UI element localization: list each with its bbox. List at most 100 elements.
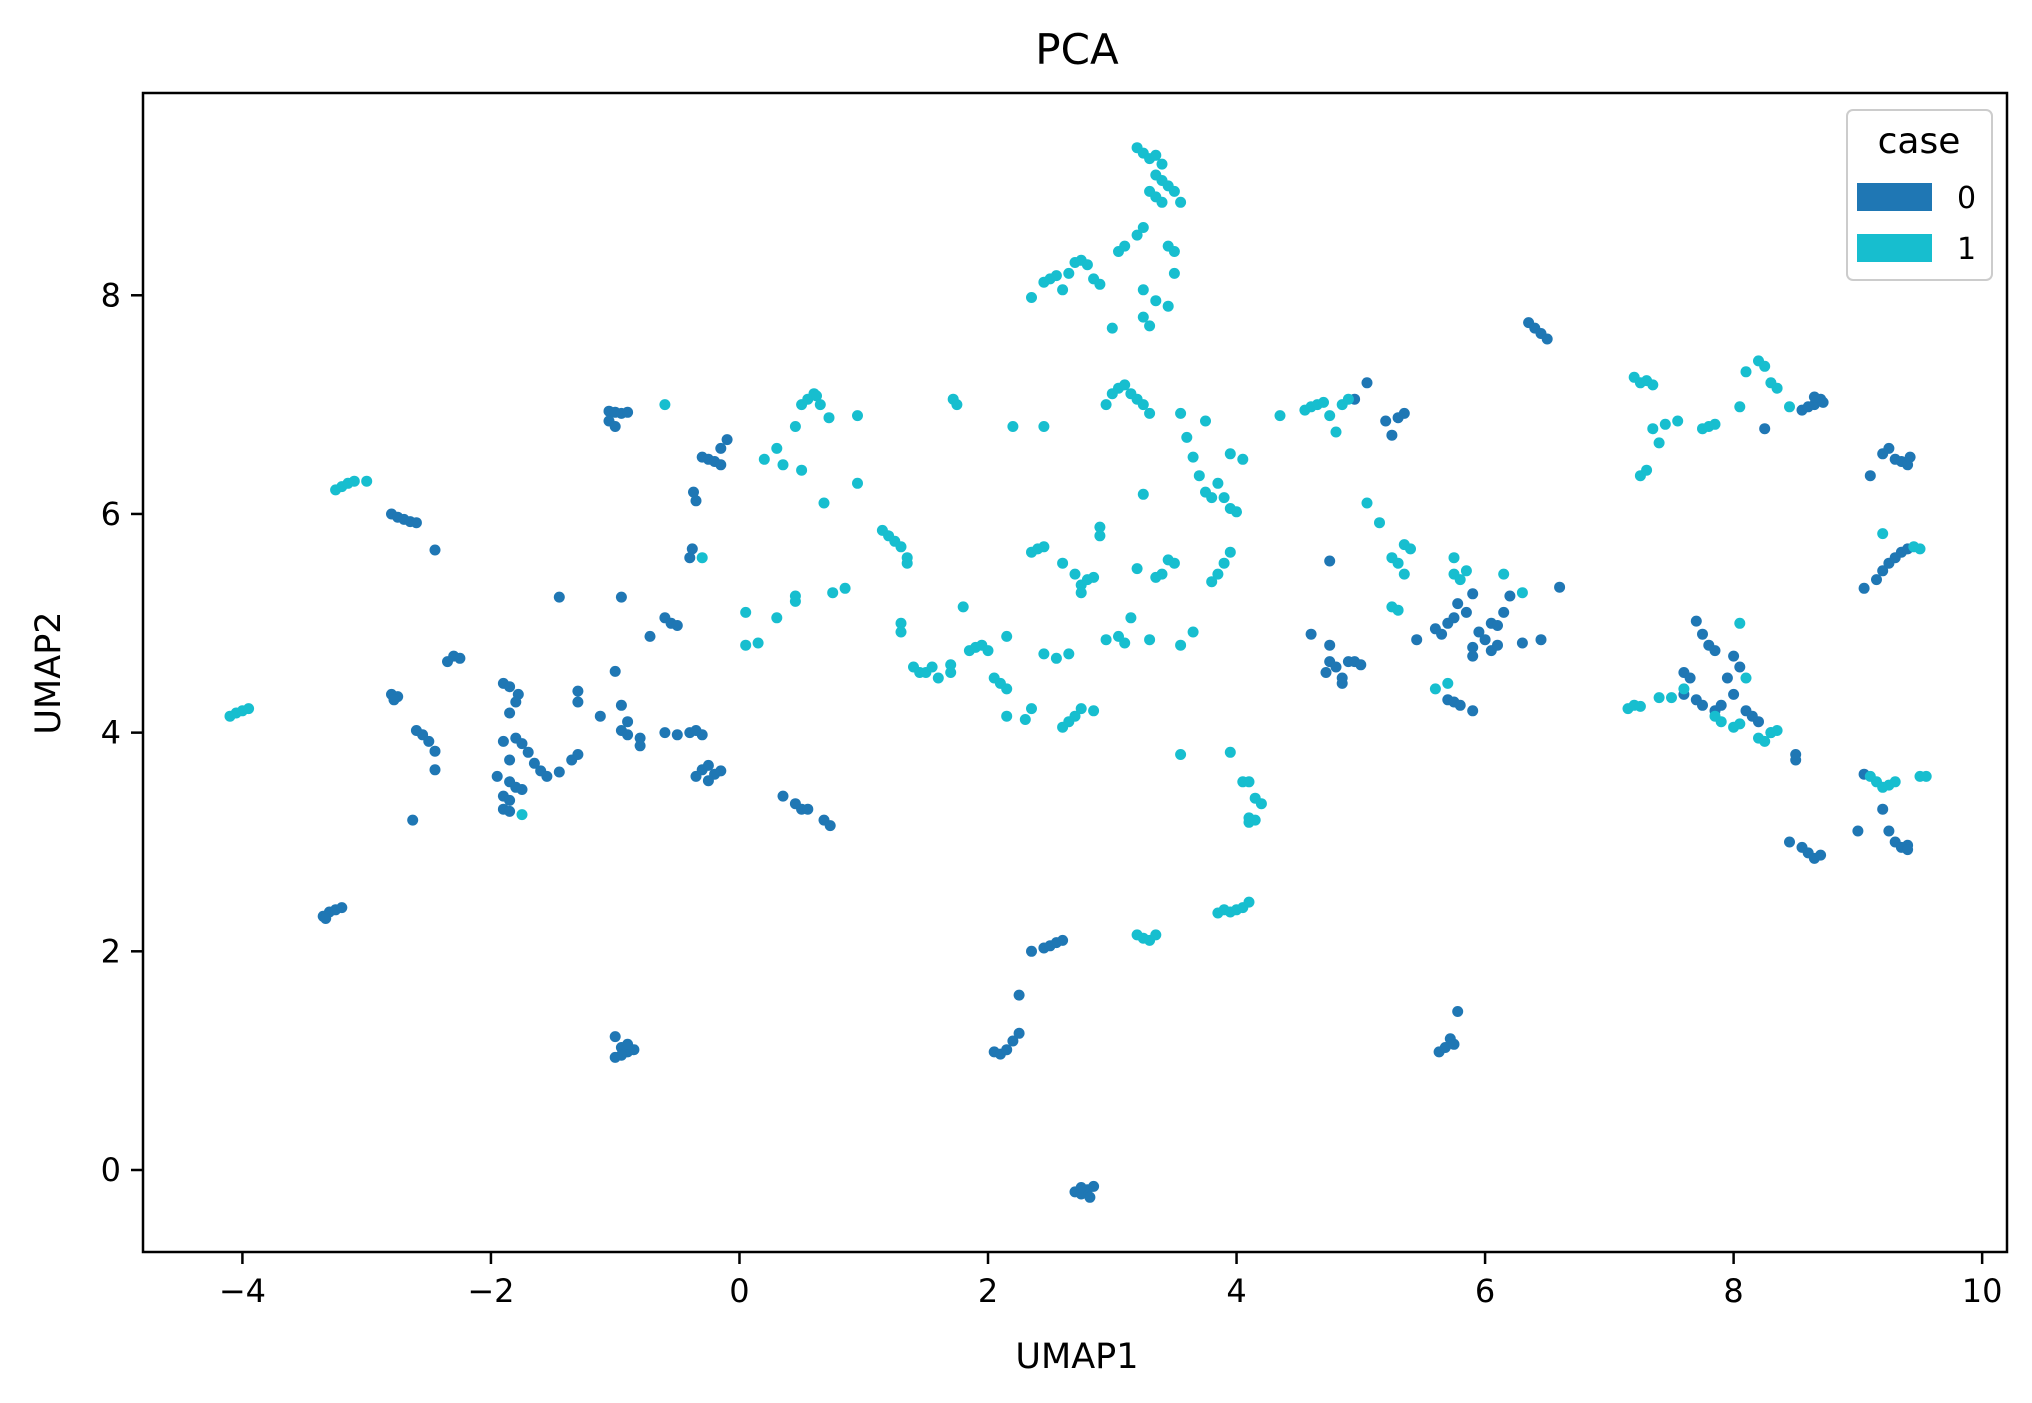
x-tick-label: 10 [1962,1272,2003,1310]
point-series-1-129 [1137,222,1149,233]
point-series-0-56 [634,732,646,744]
point-series-0-163 [1492,639,1503,651]
point-series-1-9 [516,809,528,821]
point-series-0-78 [715,765,727,777]
point-series-1-31 [839,582,851,594]
point-series-1-158 [1144,407,1156,419]
point-series-0-13 [388,694,400,706]
point-series-0-207 [1883,825,1895,837]
point-series-0-203 [1759,423,1771,435]
point-series-1-118 [1057,284,1069,296]
point-series-0-169 [1454,699,1466,711]
point-series-0-152 [1460,606,1472,618]
point-series-1-138 [1150,149,1162,161]
point-series-1-20 [789,590,801,602]
point-series-1-84 [1100,634,1112,646]
point-series-0-121 [1439,1042,1451,1053]
x-tick-label: 0 [729,1272,749,1310]
point-series-1-63 [1026,703,1037,715]
point-series-1-29 [818,497,830,509]
point-series-1-40 [895,617,907,629]
axes-frame [141,91,2009,1254]
point-series-0-220 [1871,574,1882,586]
point-series-1-249 [1914,543,1926,555]
point-series-1-98 [1212,568,1224,580]
point-series-1-128 [1131,229,1143,241]
point-series-0-157 [1492,620,1503,631]
point-series-0-59 [644,630,656,642]
point-series-0-165 [1535,634,1547,646]
point-series-0-18 [429,764,441,776]
point-series-0-79 [690,770,702,782]
point-series-1-159 [1175,749,1187,760]
point-series-1-119 [1063,267,1075,279]
point-series-1-131 [1137,311,1149,323]
point-series-0-170 [1467,705,1479,717]
point-series-0-69 [659,727,671,739]
point-series-1-45 [926,661,938,673]
point-series-0-158 [1498,606,1510,618]
point-series-0-139 [1320,667,1332,678]
point-series-0-181 [1715,699,1727,711]
point-series-1-77 [1088,705,1100,717]
point-series-0-102 [622,1038,634,1050]
point-series-1-183 [1324,410,1336,422]
point-series-1-7 [348,475,360,487]
point-series-1-198 [1454,574,1466,586]
point-series-1-106 [1206,492,1218,504]
point-series-1-47 [945,659,957,671]
point-series-0-90 [777,790,789,802]
point-series-0-218 [1904,451,1916,463]
point-series-1-217 [1734,401,1746,413]
point-series-1-27 [814,399,826,411]
point-series-0-123 [1448,1038,1460,1050]
point-series-1-162 [1243,776,1255,788]
point-series-1-213 [1672,415,1684,427]
point-series-1-228 [1666,692,1677,704]
point-series-0-182 [1721,672,1733,684]
point-series-0-36 [491,770,503,782]
point-series-1-17 [777,459,789,471]
point-series-0-148 [1436,628,1448,640]
point-series-1-133 [1150,295,1162,307]
point-series-1-231 [1715,716,1727,728]
point-series-1-151 [1100,399,1112,411]
point-series-1-149 [1168,246,1180,257]
point-series-1-218 [1740,366,1752,378]
point-series-1-8 [361,475,373,487]
x-tick-label: 8 [1723,1272,1743,1310]
point-series-0-41 [504,794,516,806]
point-series-0-80 [684,552,696,564]
point-series-1-15 [758,453,770,465]
chart-title: PCA [1035,25,1119,74]
point-series-1-101 [1175,407,1187,419]
point-series-0-75 [702,759,714,771]
point-series-1-75 [1088,571,1100,583]
x-axis-ticks: −4 −2 0 2 4 6 8 10 [219,1252,2003,1310]
point-series-1-102 [1181,431,1193,443]
x-tick-label: −4 [219,1272,266,1310]
point-series-0-17 [429,745,441,757]
point-series-1-59 [1001,710,1013,722]
point-series-0-131 [1380,415,1392,427]
point-series-1-112 [1231,506,1242,518]
point-series-0-124 [1452,1006,1464,1017]
point-series-0-150 [1448,612,1460,624]
point-series-0-188 [1753,716,1764,728]
point-series-1-82 [1094,521,1106,533]
point-series-0-50 [594,710,606,722]
point-series-0-176 [1684,672,1696,684]
point-series-1-81 [1075,703,1087,715]
point-series-1-100 [1224,546,1236,558]
point-series-1-238 [1734,617,1746,629]
point-series-1-211 [1653,437,1665,449]
point-series-1-58 [1001,683,1013,695]
point-series-1-139 [1156,158,1168,170]
point-series-1-246 [1920,770,1932,782]
point-series-0-63 [622,406,634,418]
point-series-1-97 [1206,576,1218,588]
point-series-1-61 [1007,421,1019,432]
point-series-0-212 [1864,470,1876,482]
point-series-0-136 [1324,555,1336,567]
